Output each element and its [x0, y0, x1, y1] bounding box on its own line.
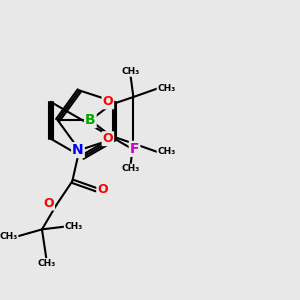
Text: O: O: [103, 95, 113, 108]
Text: CH₃: CH₃: [37, 259, 55, 268]
Text: CH₃: CH₃: [0, 232, 18, 241]
Text: O: O: [103, 132, 113, 145]
Text: N: N: [72, 143, 84, 157]
Text: CH₃: CH₃: [158, 84, 176, 93]
Text: O: O: [44, 196, 54, 209]
Text: CH₃: CH₃: [158, 148, 176, 157]
Text: F: F: [130, 142, 139, 156]
Text: B: B: [85, 113, 96, 127]
Text: O: O: [97, 183, 108, 196]
Text: CH₃: CH₃: [122, 164, 140, 173]
Text: CH₃: CH₃: [122, 67, 140, 76]
Text: CH₃: CH₃: [64, 222, 83, 231]
